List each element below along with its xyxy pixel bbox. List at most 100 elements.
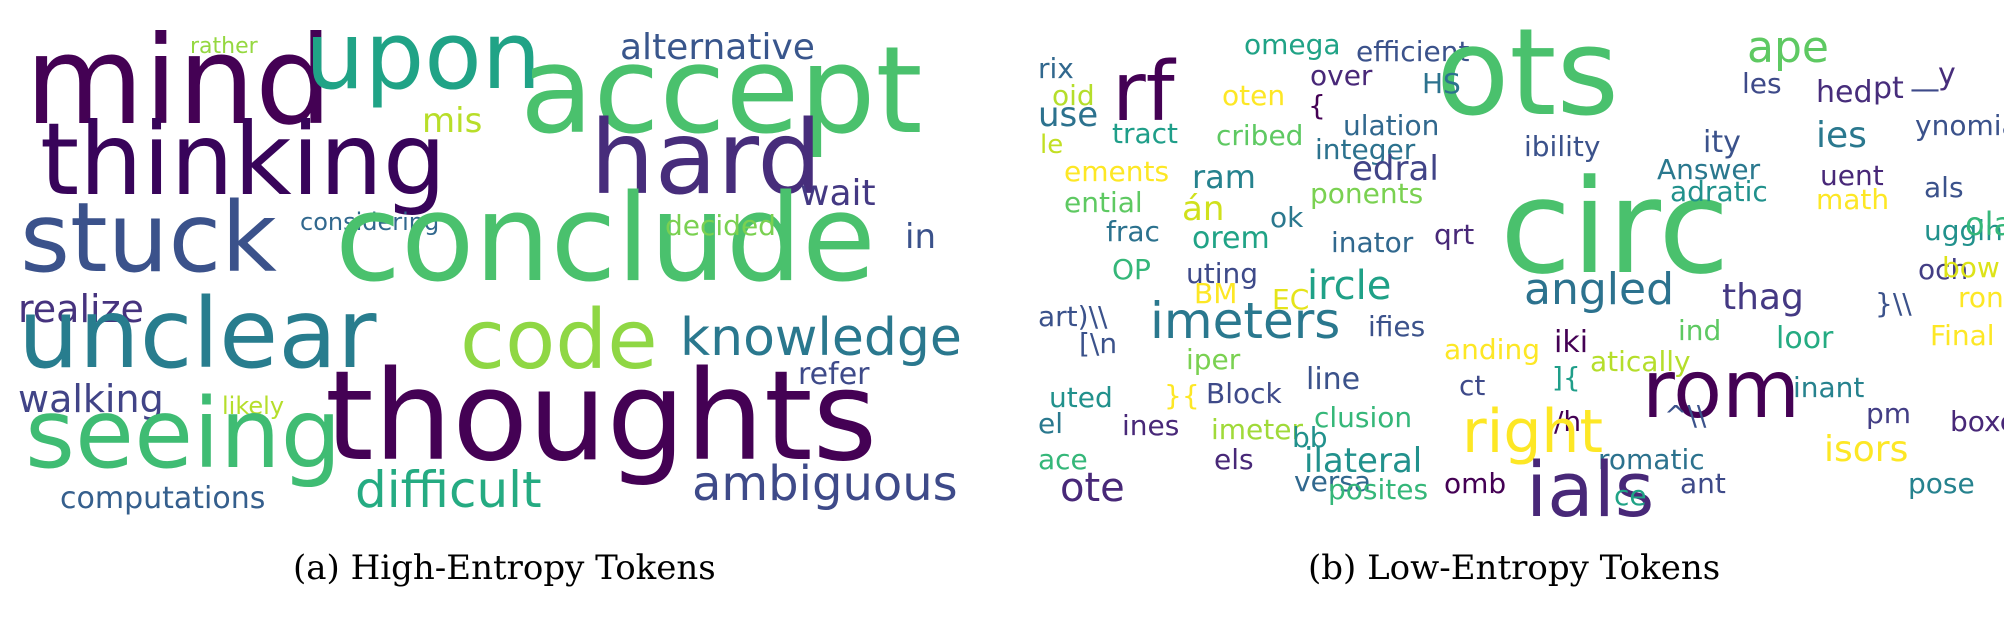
high-entropy-word: unclear (18, 278, 377, 390)
low-entropy-word: rf (1112, 45, 1175, 140)
high-entropy-word: considering (300, 208, 440, 236)
low-entropy-word: ircle (1307, 263, 1392, 309)
low-entropy-word: imeter (1211, 413, 1303, 446)
low-entropy-word: hed (1816, 75, 1873, 110)
low-entropy-word: ential (1064, 186, 1143, 219)
low-entropy-word: omega (1244, 28, 1341, 61)
low-entropy-word: ram (1192, 158, 1256, 196)
low-entropy-word: line (1306, 362, 1361, 397)
high-entropy-word: conclude (335, 170, 876, 309)
low-entropy-word: ct (1459, 369, 1486, 402)
low-entropy-word: pm (1866, 397, 1912, 430)
high-entropy-word-cloud: rather mind upon accept alternative mis thinki… (0, 0, 1000, 530)
low-entropy-word: inant (1793, 371, 1865, 404)
low-entropy-word: oten (1222, 79, 1286, 112)
caption-b: (b) Low-Entropy Tokens (1308, 548, 1721, 588)
low-entropy-word: ok (1270, 201, 1304, 234)
low-entropy-word: efficient (1356, 35, 1470, 68)
low-entropy-word: omb (1444, 467, 1507, 500)
low-entropy-word: cribed (1216, 119, 1304, 152)
word-cloud-b: omega efficient ots ape rix rf oten over HS les oi… (1020, 0, 2004, 530)
low-entropy-word: ements (1064, 155, 1170, 188)
low-entropy-word: thag (1722, 277, 1804, 318)
high-entropy-word: seeing (25, 378, 342, 490)
high-entropy-word: mis (422, 101, 483, 141)
low-entropy-word: le (1040, 130, 1064, 160)
low-entropy-word: right (1462, 397, 1603, 467)
low-entropy-word: [\n (1079, 327, 1118, 360)
low-entropy-word: OP (1112, 253, 1151, 286)
high-entropy-word: difficult (355, 461, 542, 519)
low-entropy-word: ots (1436, 4, 1619, 143)
low-entropy-word: { (1308, 89, 1326, 122)
high-entropy-word: ambiguous (692, 456, 958, 512)
low-entropy-word: ola (1965, 205, 2004, 243)
low-entropy-word: qrt (1434, 218, 1475, 251)
high-entropy-word: knowledge (680, 308, 962, 368)
low-entropy-word: imeters (1150, 292, 1341, 350)
low-entropy-word: uting (1186, 257, 1259, 290)
low-entropy-word: — (1910, 72, 1940, 107)
low-entropy-word: anding (1444, 333, 1540, 366)
high-entropy-word: computations (60, 481, 266, 516)
low-entropy-word: ron (1958, 281, 2004, 314)
low-entropy-word: án (1182, 189, 1225, 229)
low-entropy-word: adratic (1670, 175, 1768, 208)
low-entropy-word: les (1742, 67, 1782, 100)
low-entropy-word: ponents (1310, 177, 1424, 210)
low-entropy-word: pose (1908, 467, 1975, 500)
high-entropy-word: accept (520, 22, 923, 161)
high-entropy-word: thoughts (325, 345, 878, 489)
low-entropy-word: use (1038, 95, 1099, 135)
low-entropy-word: ant (1680, 467, 1726, 500)
low-entropy-word: oid (1052, 79, 1095, 112)
low-entropy-word: }\\ (1875, 287, 1912, 320)
low-entropy-word: tract (1112, 117, 1179, 150)
low-entropy-word: ilateral (1304, 441, 1423, 481)
low-entropy-word: el (1038, 407, 1064, 440)
low-entropy-word: ce (1614, 479, 1647, 512)
low-entropy-word: BM (1194, 277, 1238, 310)
low-entropy-word: atically (1590, 345, 1691, 378)
low-entropy-word: iki (1554, 325, 1589, 360)
low-entropy-word: ynomials (1915, 109, 2004, 142)
low-entropy-word: bb (1292, 421, 1328, 454)
high-entropy-word: stuck (20, 182, 277, 294)
high-entropy-word: upon (305, 2, 542, 111)
low-entropy-word: Answer (1657, 153, 1761, 186)
low-entropy-word: ape (1747, 22, 1829, 73)
low-entropy-word-cloud: omega efficient ots ape rix rf oten over HS les oi… (1020, 0, 2004, 530)
low-entropy-word: uent (1820, 159, 1884, 192)
low-entropy-word: over (1310, 59, 1373, 92)
low-entropy-word: els (1214, 443, 1254, 476)
low-entropy-word: loor (1776, 321, 1834, 356)
word-cloud-a: rather mind upon accept alternative mis thinki… (0, 0, 1000, 530)
low-entropy-word: EC (1272, 283, 1310, 316)
low-entropy-word: }{ (1164, 379, 1200, 412)
high-entropy-word: walking (18, 377, 164, 421)
low-entropy-word: ity (1703, 125, 1741, 160)
low-entropy-word: pt (1873, 71, 1904, 106)
low-entropy-word: HS (1422, 67, 1461, 100)
high-entropy-word: likely (222, 392, 285, 420)
low-entropy-word: integer (1315, 133, 1416, 166)
caption-a: (a) High-Entropy Tokens (293, 548, 716, 588)
low-entropy-word: ugging (1924, 214, 2004, 247)
low-entropy-word: Block (1206, 377, 1282, 410)
low-entropy-word: frac (1106, 215, 1160, 248)
low-entropy-word: rom (1642, 343, 1801, 436)
high-entropy-word: realize (18, 287, 144, 331)
low-entropy-word: als (1924, 171, 1964, 204)
low-entropy-word: edral (1352, 149, 1439, 189)
low-entropy-word: boxed (1950, 405, 2004, 438)
low-entropy-word: ines (1122, 409, 1180, 442)
low-entropy-word: iper (1186, 343, 1241, 376)
high-entropy-word: mind (25, 10, 333, 152)
low-entropy-word: angled (1524, 264, 1675, 315)
high-entropy-word: thinking (40, 101, 447, 218)
low-entropy-word: /h (1554, 405, 1582, 438)
low-entropy-word: versa (1294, 465, 1372, 498)
low-entropy-word: Final (1930, 319, 1995, 352)
high-entropy-word: hard (590, 99, 823, 218)
low-entropy-word: posites (1328, 473, 1429, 506)
